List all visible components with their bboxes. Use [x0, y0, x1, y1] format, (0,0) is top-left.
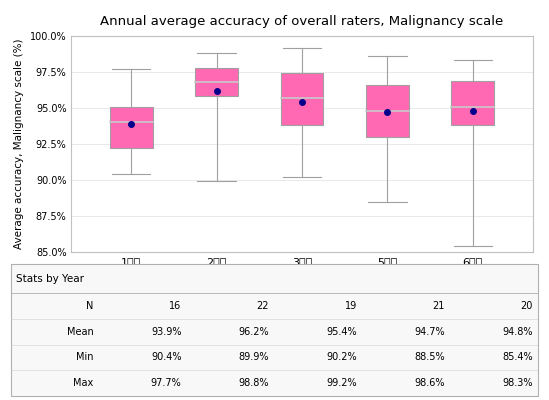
Text: 97.7%: 97.7%: [150, 378, 181, 388]
Title: Annual average accuracy of overall raters, Malignancy scale: Annual average accuracy of overall rater…: [100, 15, 503, 28]
X-axis label: year: year: [289, 272, 315, 282]
Text: 98.3%: 98.3%: [502, 378, 533, 388]
Text: 22: 22: [257, 301, 269, 311]
Text: 96.2%: 96.2%: [239, 327, 269, 337]
Text: 16: 16: [169, 301, 181, 311]
Text: Stats by Year: Stats by Year: [16, 274, 84, 284]
Text: Mean: Mean: [67, 327, 93, 337]
Text: 93.9%: 93.9%: [151, 327, 181, 337]
Text: 19: 19: [345, 301, 357, 311]
Text: 21: 21: [433, 301, 445, 311]
Bar: [281, 74, 323, 125]
Text: N: N: [86, 301, 93, 311]
Text: 98.8%: 98.8%: [239, 378, 269, 388]
Bar: [110, 106, 153, 148]
Text: 94.7%: 94.7%: [414, 327, 445, 337]
Text: 20: 20: [520, 301, 533, 311]
Bar: [451, 81, 494, 125]
Text: 89.9%: 89.9%: [239, 352, 269, 362]
Text: 88.5%: 88.5%: [414, 352, 445, 362]
Text: 90.4%: 90.4%: [151, 352, 181, 362]
Bar: [366, 85, 408, 137]
Text: Min: Min: [76, 352, 93, 362]
Bar: [195, 68, 238, 96]
Text: 98.6%: 98.6%: [414, 378, 445, 388]
Y-axis label: Average accuracy, Malignancy scale (%): Average accuracy, Malignancy scale (%): [14, 39, 24, 249]
Text: 99.2%: 99.2%: [327, 378, 357, 388]
Text: 90.2%: 90.2%: [327, 352, 357, 362]
Text: 85.4%: 85.4%: [502, 352, 533, 362]
Text: 94.8%: 94.8%: [502, 327, 533, 337]
Text: 95.4%: 95.4%: [327, 327, 357, 337]
Text: Max: Max: [74, 378, 93, 388]
